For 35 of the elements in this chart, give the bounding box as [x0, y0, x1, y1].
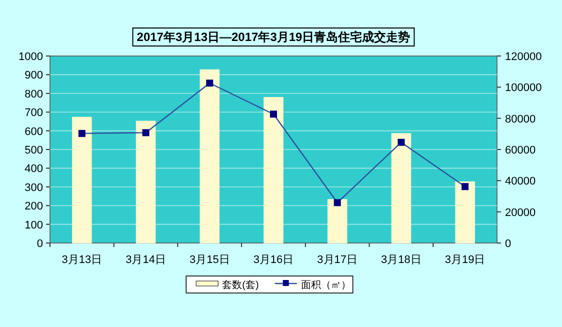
y2-tick-label: 40000 [505, 176, 536, 188]
y-tick-label: 200 [24, 200, 43, 213]
point [78, 130, 86, 137]
point [206, 80, 214, 87]
chart-title: 2017年3月13日—2017年3月19日青岛住宅成交走势 [136, 30, 410, 44]
y-tick-label: 500 [24, 144, 43, 156]
y2-tick-label: 0 [505, 238, 512, 250]
x-tick-label: 3月18日 [381, 254, 422, 266]
y2-tick-label: 100000 [505, 82, 542, 94]
point [462, 183, 469, 190]
legend-label: 套数(套) [222, 279, 259, 291]
x-tick-label: 3月13日 [62, 254, 102, 266]
x-tick-label: 3月17日 [317, 254, 358, 266]
y-tick-label: 400 [24, 163, 43, 176]
y2-tick-label: 20000 [505, 206, 536, 219]
x-tick-label: 3月19日 [444, 254, 486, 266]
y-tick-label: 900 [24, 70, 43, 82]
point [270, 110, 277, 118]
y-tick-label: 100 [24, 219, 43, 232]
x-tick-label: 3月14日 [126, 254, 166, 266]
y2-tick-label: 120000 [505, 51, 542, 63]
y2-tick-label: 60000 [505, 144, 536, 156]
y-tick-label: 800 [24, 88, 43, 100]
y-tick-label: 0 [36, 238, 43, 250]
y-tick-label: 300 [24, 182, 43, 194]
y2-tick-label: 80000 [505, 113, 536, 126]
point [398, 138, 405, 146]
point [334, 199, 341, 206]
legend-label: 面积（㎡） [300, 280, 351, 291]
y-tick-label: 1000 [18, 51, 43, 63]
y-tick-label: 600 [24, 126, 43, 138]
point [142, 129, 150, 136]
x-tick-label: 3月15日 [189, 254, 230, 266]
x-tick-label: 3月16日 [253, 254, 294, 266]
y-tick-label: 700 [24, 107, 43, 120]
